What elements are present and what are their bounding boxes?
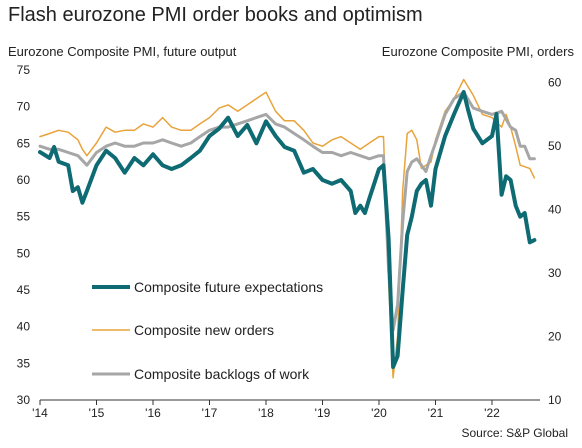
y-left-tick-label: 75: [17, 63, 31, 77]
y-left-tick-label: 45: [17, 283, 31, 297]
y-left-tick-label: 70: [17, 100, 31, 114]
y-left-tick-label: 35: [17, 356, 31, 370]
y-right-tick-label: 50: [548, 139, 562, 153]
legend-label: Composite new orders: [134, 322, 274, 338]
x-tick-label: '21: [428, 406, 444, 420]
right-axis-label: Eurozone Composite PMI, orders: [381, 44, 574, 59]
y-left-tick-label: 50: [17, 246, 31, 260]
x-tick-label: '14: [32, 406, 48, 420]
x-tick-label: '17: [202, 406, 218, 420]
y-right-tick-label: 10: [548, 393, 562, 407]
y-right-tick-label: 40: [548, 203, 562, 217]
axes: 30 35 40 45 50 55 60 65 70 75 10 20 30 40 50 60 '14 '15 '1…: [17, 63, 562, 420]
legend: Composite future expectations Composite n…: [92, 279, 323, 382]
x-tick-label: '16: [145, 406, 161, 420]
y-right-tick-label: 60: [548, 76, 562, 90]
x-tick-label: '18: [258, 406, 274, 420]
y-left-tick-label: 55: [17, 210, 31, 224]
series-line-composite-future-expectations: [38, 90, 537, 369]
y-left-tick-label: 40: [17, 320, 31, 334]
x-tick-label: '19: [315, 406, 331, 420]
series-line-composite-new-orders: [39, 78, 536, 379]
x-tick-label: '20: [371, 406, 387, 420]
x-tick-label: '15: [89, 406, 105, 420]
y-right-tick-label: 20: [548, 330, 562, 344]
y-left-tick-label: 60: [17, 173, 31, 187]
legend-label: Composite backlogs of work: [134, 366, 310, 382]
x-tick-label: '22: [484, 406, 500, 420]
chart-title: Flash eurozone PMI order books and optim…: [8, 4, 423, 26]
y-left-tick-label: 30: [17, 393, 31, 407]
left-axis-label: Eurozone Composite PMI, future output: [8, 44, 237, 59]
y-left-tick-label: 65: [17, 136, 31, 150]
y-right-tick-label: 30: [548, 266, 562, 280]
series-lines: [38, 78, 537, 379]
source-note: Source: S&P Global: [461, 426, 568, 440]
legend-label: Composite future expectations: [134, 279, 323, 295]
